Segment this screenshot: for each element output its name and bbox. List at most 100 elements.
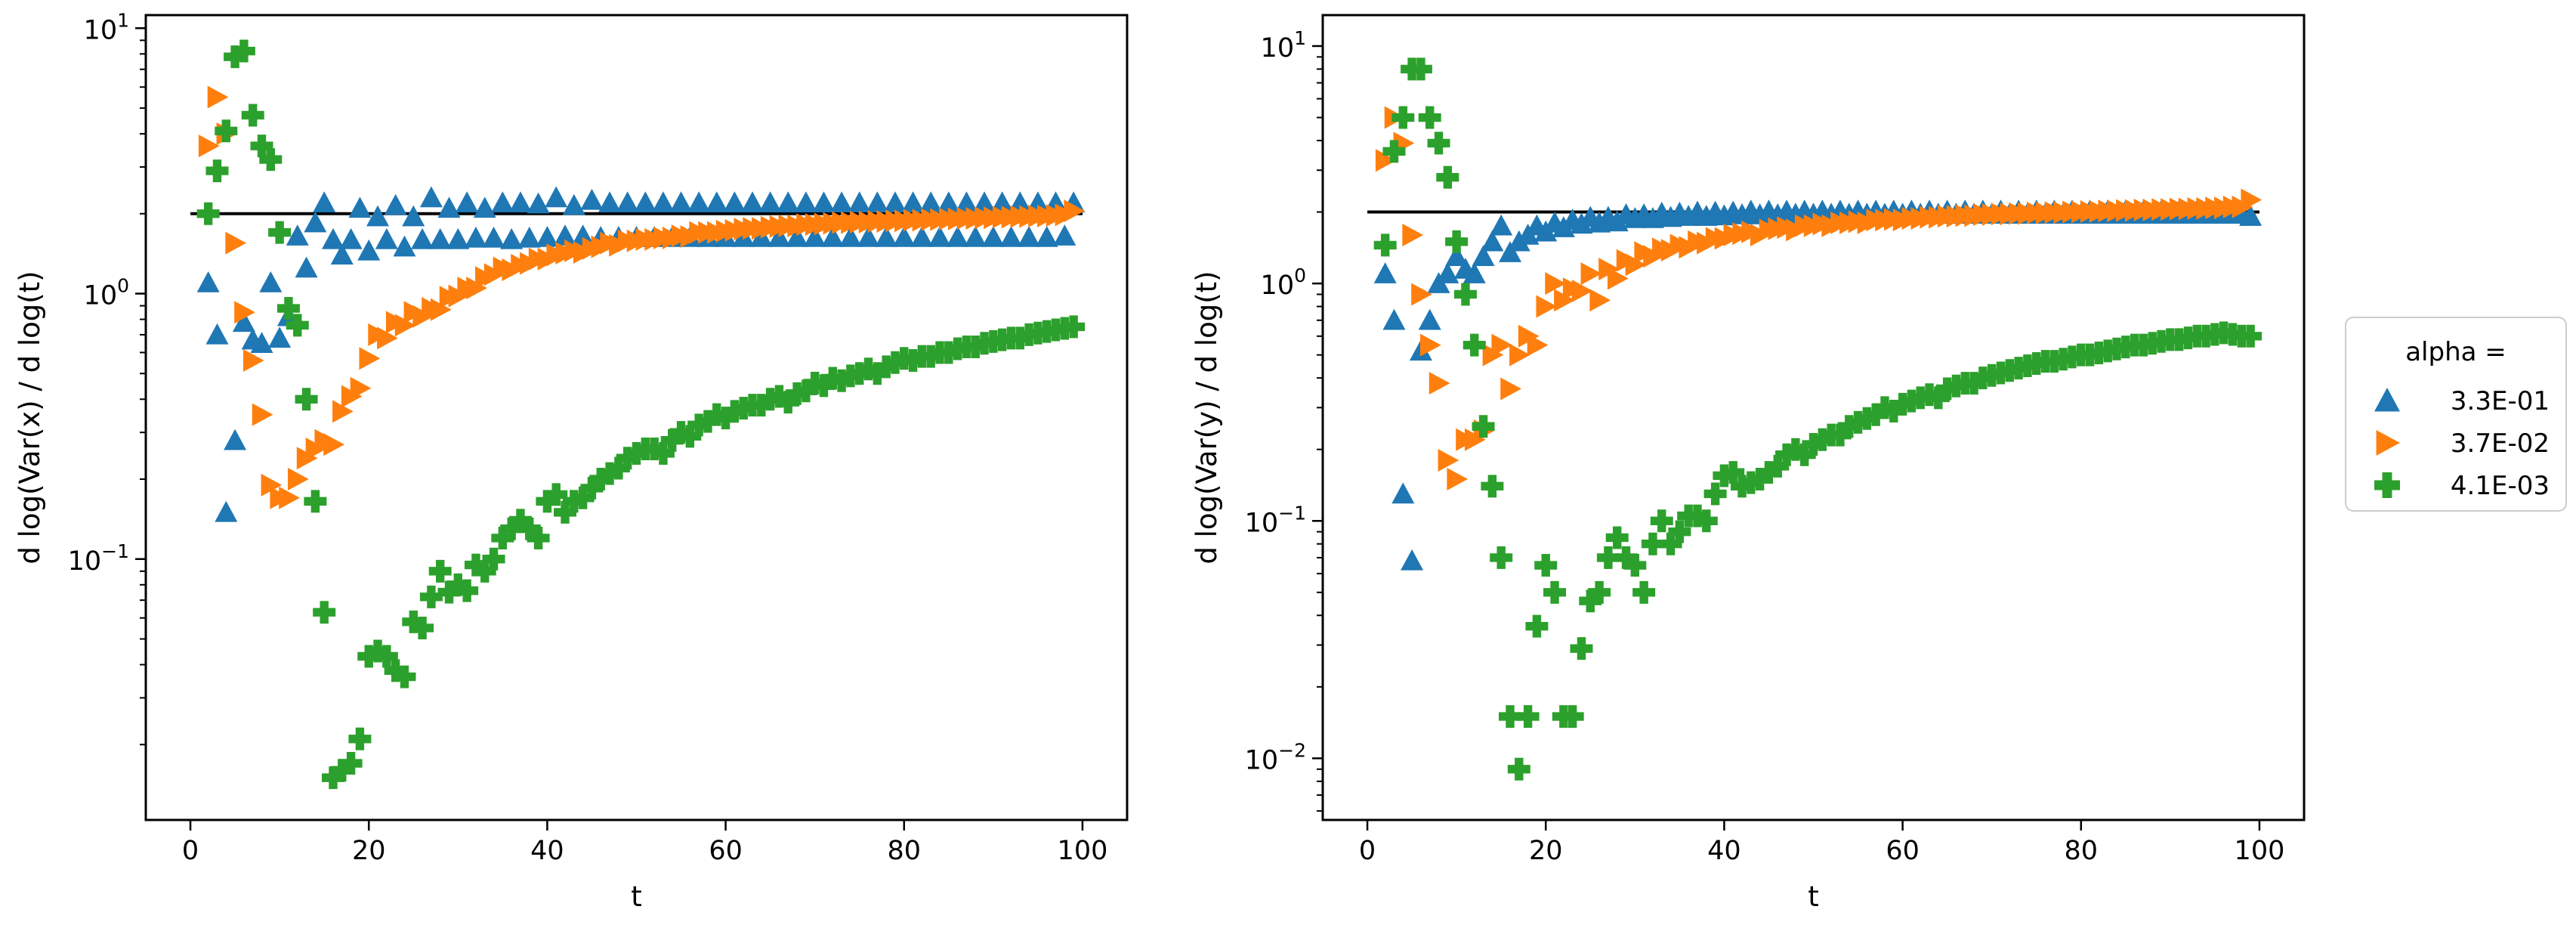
data-point bbox=[384, 193, 407, 215]
data-point bbox=[350, 376, 372, 400]
data-point bbox=[678, 425, 702, 448]
x-tick-label: 20 bbox=[352, 836, 386, 866]
data-point bbox=[464, 226, 487, 248]
data-point bbox=[1605, 526, 1629, 549]
data-point bbox=[554, 500, 577, 524]
data-point bbox=[430, 298, 452, 321]
data-point bbox=[981, 225, 1005, 247]
data-point bbox=[348, 196, 372, 218]
data-point bbox=[330, 759, 354, 782]
data-point bbox=[1429, 372, 1450, 395]
data-point bbox=[232, 311, 255, 333]
data-point bbox=[304, 490, 327, 513]
data-point bbox=[288, 468, 309, 491]
data-point bbox=[1534, 554, 1558, 577]
data-point bbox=[634, 191, 657, 212]
data-point bbox=[1766, 454, 1790, 478]
data-point bbox=[527, 192, 550, 214]
data-point bbox=[964, 225, 987, 247]
data-point bbox=[1053, 224, 1076, 246]
y-tick-base: 10 bbox=[1245, 508, 1279, 538]
data-point bbox=[946, 225, 969, 247]
data-point bbox=[1463, 333, 1486, 357]
data-point bbox=[411, 616, 434, 639]
data-point bbox=[473, 196, 496, 218]
data-point bbox=[1828, 423, 1852, 447]
data-point bbox=[276, 297, 300, 320]
data-point bbox=[357, 645, 381, 668]
data-point bbox=[1589, 289, 1611, 312]
data-point bbox=[527, 526, 550, 549]
y-tick-label: 10−2 bbox=[1245, 739, 1306, 775]
data-point bbox=[580, 188, 604, 210]
data-point bbox=[857, 225, 880, 247]
data-point bbox=[1748, 467, 1771, 490]
y-tick-exponent: −1 bbox=[1278, 502, 1306, 524]
data-point bbox=[1391, 482, 1415, 504]
data-point bbox=[330, 243, 354, 265]
data-point bbox=[473, 559, 496, 583]
series-3.7E-02 bbox=[198, 85, 1086, 509]
data-point bbox=[464, 553, 487, 577]
data-point bbox=[261, 473, 283, 497]
data-point bbox=[268, 221, 292, 244]
x-tick-label: 40 bbox=[1707, 836, 1741, 866]
data-point bbox=[1500, 377, 1521, 401]
data-point bbox=[1498, 241, 1521, 262]
y-tick-base: 10 bbox=[84, 281, 118, 311]
data-point bbox=[1757, 461, 1781, 484]
data-point bbox=[428, 227, 452, 249]
x-tick-label: 20 bbox=[1529, 836, 1563, 866]
x-tick-label: 60 bbox=[709, 836, 743, 866]
data-point bbox=[687, 191, 711, 212]
data-point bbox=[1062, 315, 1086, 339]
data-point bbox=[393, 665, 416, 688]
data-point bbox=[1650, 509, 1673, 533]
data-point bbox=[1507, 757, 1530, 781]
data-point bbox=[696, 410, 719, 433]
data-point bbox=[1596, 546, 1620, 569]
data-point bbox=[366, 205, 390, 227]
data-point bbox=[1472, 415, 1495, 438]
data-point bbox=[651, 441, 675, 465]
data-point bbox=[1811, 428, 1834, 451]
data-point bbox=[536, 490, 559, 513]
data-point bbox=[1784, 438, 1807, 461]
data-point bbox=[1375, 149, 1397, 172]
data-point bbox=[508, 509, 532, 532]
data-point bbox=[1632, 580, 1656, 604]
data-point bbox=[1438, 449, 1459, 472]
data-point bbox=[1864, 403, 1888, 426]
data-point bbox=[571, 224, 595, 246]
data-point bbox=[1570, 637, 1593, 660]
data-point bbox=[741, 191, 764, 212]
legend-label: 4.1E-03 bbox=[2451, 471, 2550, 501]
data-point bbox=[1427, 131, 1450, 155]
data-point bbox=[377, 326, 398, 350]
data-point bbox=[1703, 482, 1727, 506]
data-point bbox=[2241, 188, 2262, 212]
data-point bbox=[643, 437, 666, 460]
data-point bbox=[446, 573, 470, 596]
data-point bbox=[892, 225, 916, 247]
data-point bbox=[1509, 343, 1530, 367]
data-point bbox=[1445, 245, 1469, 267]
data-point bbox=[848, 362, 871, 385]
y-tick-label: 101 bbox=[1261, 27, 1306, 63]
data-point bbox=[295, 256, 318, 278]
data-point bbox=[508, 191, 532, 212]
data-point bbox=[839, 225, 862, 247]
data-point bbox=[990, 191, 1014, 212]
data-point bbox=[1436, 262, 1459, 283]
data-point bbox=[456, 579, 479, 602]
data-point bbox=[1571, 280, 1593, 303]
y-tick-exponent: 1 bbox=[117, 9, 129, 31]
data-point bbox=[384, 659, 407, 682]
data-point bbox=[1064, 200, 1086, 223]
y-tick-exponent: −2 bbox=[1278, 739, 1306, 761]
data-point bbox=[1411, 283, 1432, 306]
data-point bbox=[1035, 225, 1058, 247]
